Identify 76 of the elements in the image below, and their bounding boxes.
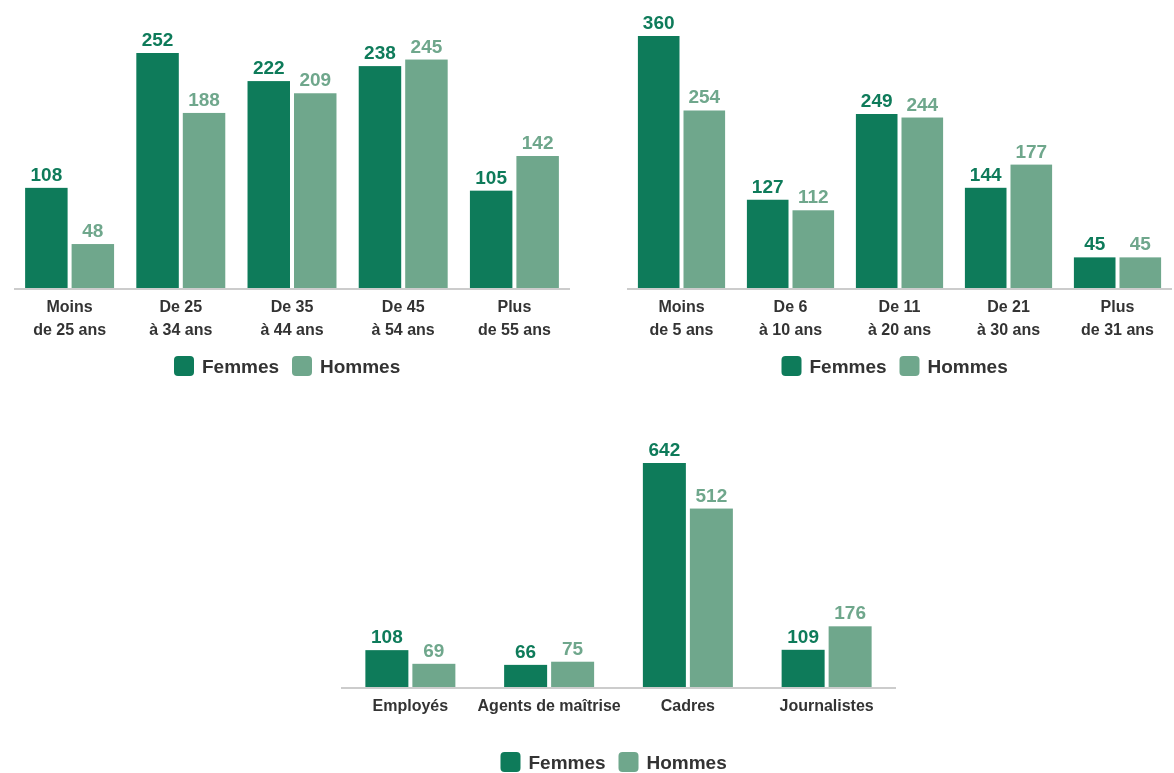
x-tick-label: Journalistes [779, 697, 874, 714]
data-label: 254 [688, 86, 721, 108]
x-tick-label: De 11 à 20 ans [867, 298, 932, 338]
x-tick-label: Moins de 25 ans [33, 298, 107, 338]
bar [365, 650, 409, 688]
bar [405, 59, 448, 289]
bar [781, 649, 825, 688]
legend-label: Hommes [927, 356, 1008, 377]
data-label: 108 [30, 163, 63, 185]
bar [683, 110, 726, 289]
bar [136, 53, 179, 289]
bar [294, 93, 337, 289]
data-label: 108 [371, 626, 403, 648]
data-label: 66 [515, 640, 537, 662]
data-label: 252 [141, 29, 174, 50]
bar [828, 626, 872, 688]
bar [1073, 257, 1116, 289]
data-label: 48 [82, 220, 104, 242]
x-tick-label: De 6 à 10 ans [758, 298, 823, 338]
legend-label: Femmes [528, 752, 606, 773]
bar [964, 187, 1007, 289]
bar [901, 117, 944, 289]
data-label: 75 [562, 637, 584, 659]
legend-label: Hommes [320, 356, 401, 377]
x-tick-label: Employés [372, 697, 449, 714]
bar [412, 663, 456, 688]
bar [25, 187, 68, 289]
data-label: 222 [252, 57, 285, 79]
bar [504, 664, 548, 688]
x-tick-label: Agents de maîtrise [477, 697, 621, 714]
bar [637, 36, 680, 289]
bar [358, 66, 402, 289]
bar [1119, 257, 1162, 289]
legend-label: Hommes [646, 752, 727, 773]
data-label: 45 [1084, 233, 1106, 255]
bar [1010, 164, 1053, 289]
data-label: 245 [410, 35, 443, 57]
data-label: 45 [1129, 233, 1152, 255]
data-label: 177 [1015, 140, 1048, 162]
bar [516, 156, 559, 289]
bar [71, 244, 115, 289]
data-label: 642 [648, 439, 681, 460]
data-label: 112 [797, 186, 829, 208]
data-label: 69 [423, 639, 445, 661]
data-label: 244 [906, 93, 939, 115]
bar [855, 114, 898, 289]
bar [689, 508, 733, 688]
x-tick-label: Plus de 55 ans [477, 298, 551, 338]
data-label: 144 [969, 163, 1002, 185]
data-label: 105 [475, 166, 508, 188]
bar [182, 112, 226, 289]
bar [746, 199, 789, 289]
x-tick-label: Cadres [660, 697, 716, 714]
data-label: 109 [787, 625, 819, 647]
x-tick-label: De 21 à 30 ans [976, 298, 1041, 338]
data-label: 249 [860, 90, 893, 112]
x-tick-label: Plus de 31 ans [1081, 298, 1155, 338]
data-label: 209 [299, 69, 332, 91]
data-label: 127 [751, 175, 784, 197]
legend-label: Femmes [202, 356, 280, 377]
bar [551, 661, 595, 688]
data-label: 512 [695, 484, 728, 506]
data-label: 142 [521, 132, 554, 154]
data-label: 176 [834, 602, 866, 624]
bar [792, 210, 835, 289]
bar [642, 463, 686, 688]
bar [469, 190, 513, 289]
data-label: 360 [642, 12, 675, 33]
bar [247, 81, 290, 289]
x-tick-label: De 25 à 34 ans [149, 298, 213, 338]
x-tick-label: Moins de 5 ans [649, 298, 714, 338]
x-tick-label: De 35 à 44 ans [260, 298, 324, 338]
legend-label: Femmes [809, 356, 887, 377]
data-label: 188 [188, 88, 220, 110]
data-label: 238 [364, 42, 396, 64]
x-tick-label: De 45 à 54 ans [371, 298, 435, 338]
